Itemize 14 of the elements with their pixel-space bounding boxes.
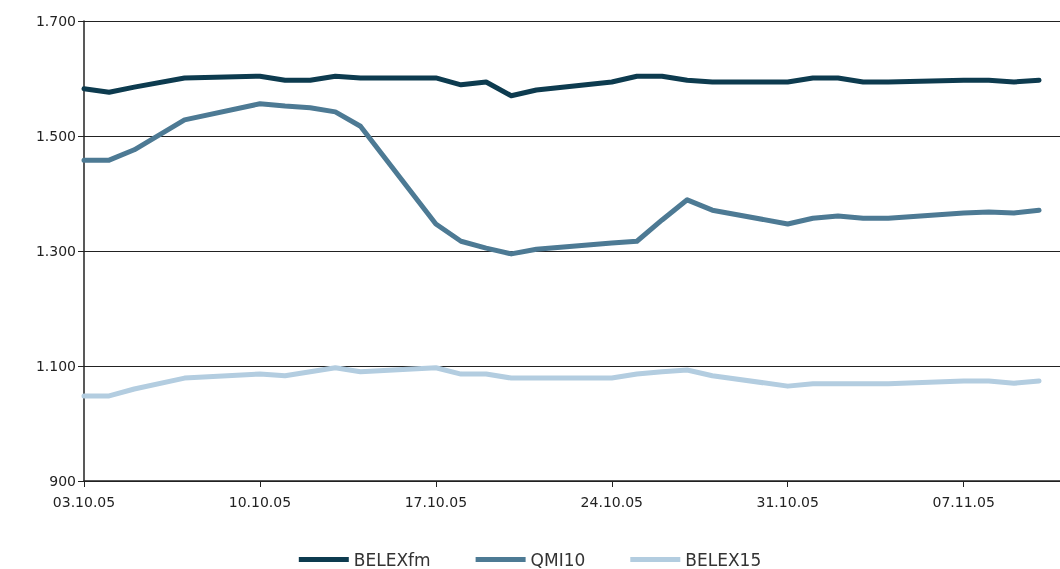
- y-tick-label: 1.500: [35, 128, 76, 144]
- x-tick-label: 31.10.05: [756, 494, 819, 510]
- legend-label: BELEXfm: [353, 549, 431, 569]
- y-tick-label: 1.100: [35, 358, 76, 374]
- x-tick-label: 07.11.05: [932, 494, 995, 510]
- x-tick-label: 03.10.05: [52, 494, 116, 510]
- y-tick-label: 900: [49, 473, 76, 489]
- x-tick-label: 10.10.05: [228, 494, 292, 510]
- legend-label: QMI10: [530, 549, 586, 569]
- y-tick-label: 1.700: [35, 13, 76, 29]
- x-tick-label: 17.10.05: [404, 494, 468, 510]
- x-tick-label: 24.10.05: [580, 494, 643, 510]
- legend-label: BELEX15: [685, 549, 762, 569]
- y-tick-label: 1.300: [35, 243, 76, 259]
